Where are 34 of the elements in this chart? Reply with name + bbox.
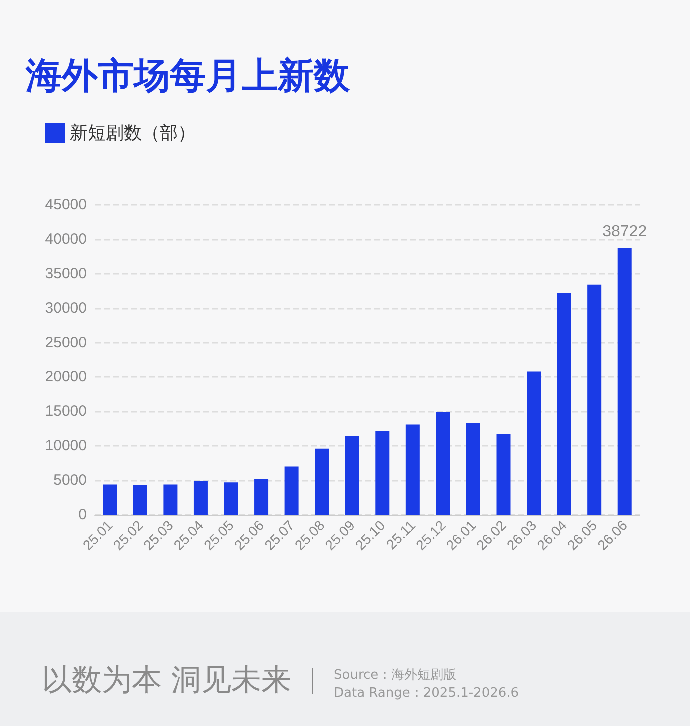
y-tick-label: 5000 (54, 472, 87, 490)
text: 以数为本 洞见未来 (42, 662, 292, 700)
y-tick-label: 10000 (45, 438, 87, 455)
bar (315, 448, 330, 515)
y-tick-label: 45000 (45, 196, 87, 214)
bar (466, 423, 480, 515)
bar (103, 484, 118, 515)
legend-label: 新短剧数（部） (70, 123, 196, 143)
bar (194, 481, 208, 515)
y-tick-label: 15000 (45, 403, 87, 420)
y-tick-label: 30000 (45, 300, 87, 317)
y-tick-label: 40000 (45, 230, 87, 248)
bar (254, 479, 269, 515)
bar (496, 434, 511, 515)
data-label: 38722 (602, 224, 648, 241)
bar (618, 248, 632, 515)
bar (557, 293, 572, 515)
bar (133, 485, 148, 515)
bar (284, 466, 299, 515)
bar (527, 372, 542, 515)
bar (436, 412, 450, 515)
y-tick-label: 35000 (45, 265, 87, 282)
bar (588, 284, 602, 515)
bar (376, 430, 390, 515)
y-tick-label: 0 (78, 506, 87, 524)
chart-title: 海外市场每月上新数 (26, 55, 350, 99)
bar (345, 436, 360, 515)
bar (406, 424, 420, 515)
bar (224, 482, 238, 515)
source-note: Source：海外短剧版 (334, 667, 457, 684)
y-tick-label: 25000 (45, 334, 87, 352)
y-tick-label: 20000 (45, 368, 87, 386)
text: Data Range：2025.1-2026.6 (334, 685, 520, 702)
bar (164, 484, 178, 515)
